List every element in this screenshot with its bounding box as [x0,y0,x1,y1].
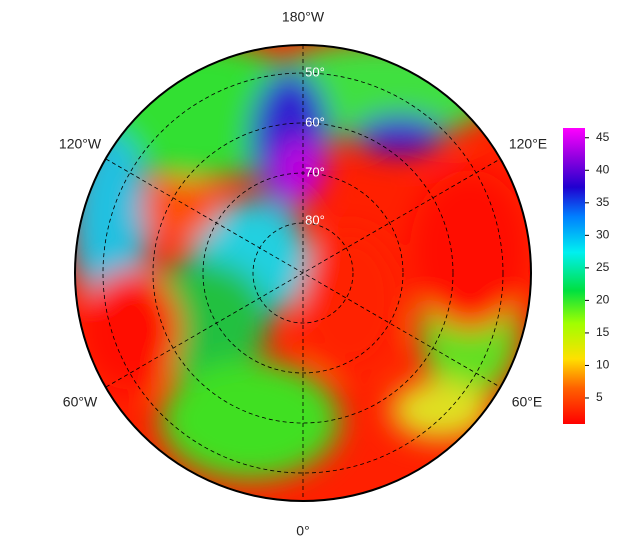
longitude-label: 120°W [59,136,102,152]
colorbar-tick-label: 10 [596,358,610,372]
latitude-label: 80° [305,212,325,227]
colorbar-tick-label: 5 [596,390,603,404]
longitude-label: 120°E [509,136,547,152]
longitude-label: 60°W [63,394,98,410]
latitude-label: 70° [305,164,325,179]
longitude-label: 180°W [282,9,325,25]
longitude-label: 0° [296,523,309,539]
map-border [74,44,532,502]
colorbar-tick-label: 25 [596,260,610,274]
colorbar-tick-label: 45 [596,130,610,144]
colorbar-tick-label: 40 [596,162,610,176]
colorbar-tick-label: 15 [596,325,610,339]
colorbar [563,128,585,424]
graticule [102,45,504,501]
longitude-label: 60°E [512,394,543,410]
latitude-label: 60° [305,114,325,129]
colorbar-tick-label: 30 [596,228,610,242]
colorbar-tick-label: 35 [596,195,610,209]
heat-field [75,45,531,501]
colorbar-tick-label: 20 [596,293,610,307]
latitude-label: 50° [305,64,325,79]
